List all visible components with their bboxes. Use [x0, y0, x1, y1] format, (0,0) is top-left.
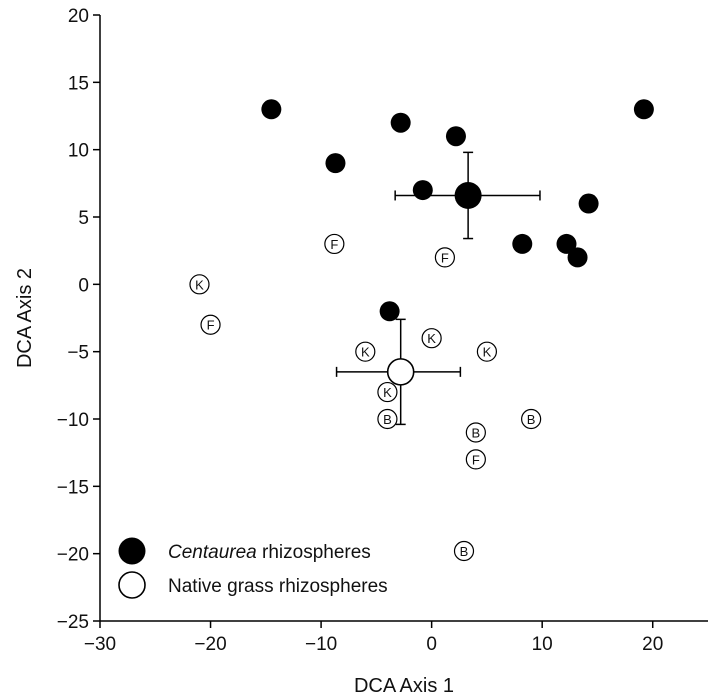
- point-letter-label: K: [361, 345, 370, 360]
- centaurea-point: [578, 193, 599, 214]
- x-tick-label: 0: [426, 634, 437, 655]
- centaurea-point: [512, 233, 533, 254]
- point-letter-label: K: [427, 331, 436, 346]
- legend-extra-marker: [453, 540, 475, 562]
- centaurea-point: [261, 99, 282, 120]
- x-tick-label: −30: [84, 634, 116, 655]
- x-tick-label: 20: [642, 634, 663, 655]
- legend: Centaurea rhizospheres Native grass rhizo…: [118, 537, 475, 599]
- point-letter-label: F: [472, 452, 480, 467]
- native-grass-point: [324, 233, 345, 255]
- centaurea-point: [556, 233, 577, 254]
- y-tick-label: 0: [78, 275, 89, 296]
- native-grass-point: [476, 341, 498, 362]
- point-letter-label: B: [527, 412, 536, 427]
- y-tick-label: −20: [57, 545, 89, 566]
- legend-label: Centaurea rhizospheres: [168, 542, 371, 563]
- native-grass-point: [421, 328, 442, 349]
- legend-marker-filled: [118, 537, 146, 565]
- centaurea-mean-point: [454, 181, 482, 209]
- centaurea-point: [412, 180, 433, 201]
- native-grass-point: [434, 247, 456, 268]
- point-letter-label: K: [383, 385, 392, 400]
- native-grass-point: [189, 274, 210, 295]
- centaurea-point: [325, 153, 346, 174]
- x-tick-label: −20: [194, 634, 226, 655]
- y-tick-label: −25: [57, 612, 89, 633]
- centaurea-point: [379, 301, 400, 322]
- native-grass-point: [200, 314, 221, 335]
- point-letter-label: B: [472, 425, 481, 440]
- y-tick-label: 15: [68, 73, 89, 94]
- y-tick-label: 5: [78, 208, 89, 229]
- y-tick-label: −5: [67, 343, 89, 364]
- y-tick-label: 10: [68, 141, 89, 162]
- native-grass-point: [377, 408, 398, 430]
- point-letter-label: B: [383, 412, 392, 427]
- y-axis-title: DCA Axis 2: [14, 268, 36, 368]
- point-letter-label: F: [441, 250, 449, 265]
- native-grass-point: [355, 341, 376, 362]
- axes: −30 −20 −10 0 10 20 −25 −20 −15 −10 −5 0 5 10 15 20: [57, 6, 708, 655]
- centaurea-point: [633, 99, 654, 120]
- native-grass-point: [377, 381, 398, 403]
- point-letter-label: F: [330, 237, 338, 252]
- native-grass-mean-point: [386, 358, 415, 386]
- centaurea-point: [567, 247, 588, 268]
- legend-marker-open: [118, 571, 146, 599]
- error-bars: [335, 151, 541, 426]
- native-grass-point: [465, 449, 486, 470]
- y-tick-label: −15: [57, 477, 89, 498]
- legend-label: Native grass rhizospheres: [168, 576, 388, 597]
- point-letter-label: K: [483, 345, 492, 360]
- native-grass-point: [465, 422, 486, 443]
- point-letter-label: F: [207, 318, 215, 333]
- centaurea-point: [445, 126, 466, 147]
- x-tick-label: 10: [532, 634, 553, 655]
- point-letter-label: K: [195, 277, 204, 292]
- native-grass-point: [521, 408, 542, 430]
- x-axis-title: DCA Axis 1: [354, 675, 454, 697]
- y-tick-label: −10: [57, 410, 89, 431]
- legend-extra-marker-letter: B: [460, 544, 469, 559]
- centaurea-point: [390, 112, 411, 133]
- y-tick-label: 20: [68, 6, 89, 27]
- x-tick-label: −10: [305, 634, 337, 655]
